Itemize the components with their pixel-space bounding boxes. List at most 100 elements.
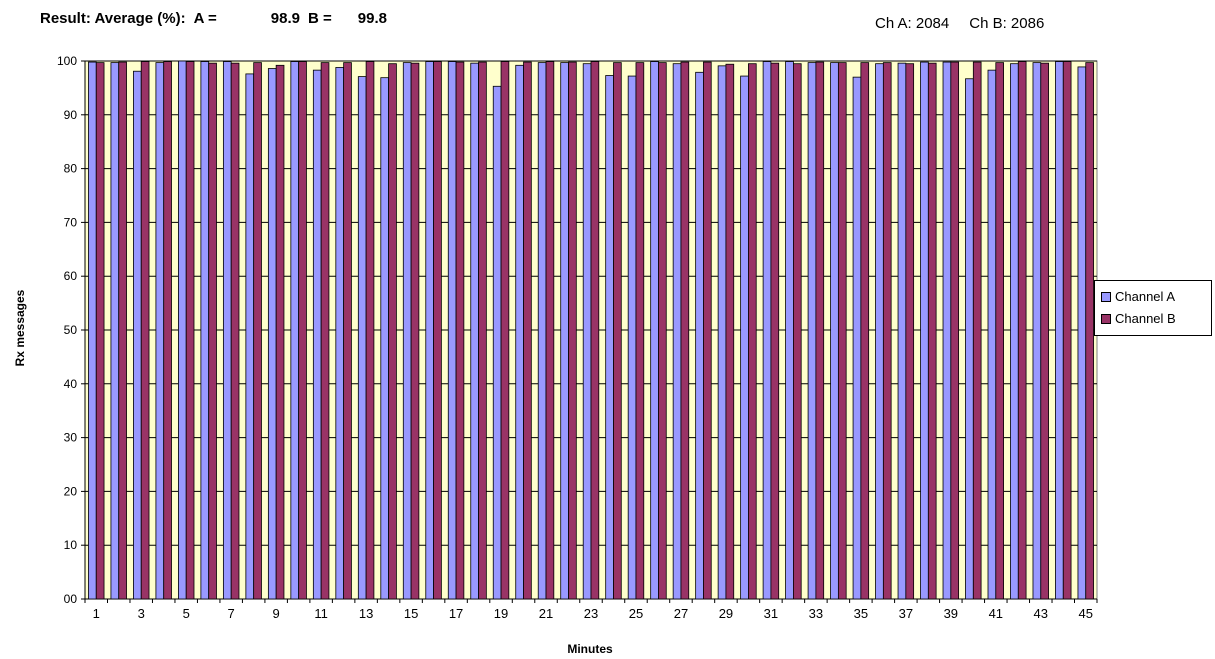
bar-channel-b-21 xyxy=(545,61,555,600)
bar-channel-b-8 xyxy=(253,62,262,600)
bar-channel-a-30 xyxy=(740,75,749,600)
legend-label-channel-a: Channel A xyxy=(1115,289,1175,304)
bar-channel-b-25 xyxy=(635,62,645,600)
bar-channel-a-29 xyxy=(717,65,727,600)
bar-channel-b-33 xyxy=(815,61,825,600)
x-tick-label: 33 xyxy=(809,606,823,621)
bar-channel-b-18 xyxy=(478,61,487,600)
x-tick-label: 21 xyxy=(539,606,553,621)
bar-channel-b-6 xyxy=(208,62,217,600)
bar-channel-a-40 xyxy=(965,78,974,600)
bar-channel-b-40 xyxy=(972,61,982,600)
y-tick-label: 70 xyxy=(64,215,78,229)
bar-channel-b-2 xyxy=(118,61,127,600)
bar-channel-a-3 xyxy=(133,70,142,600)
y-tick-label: 20 xyxy=(64,484,78,498)
bar-channel-a-31 xyxy=(762,61,772,600)
bar-channel-a-6 xyxy=(200,61,210,600)
bar-channel-b-3 xyxy=(140,61,150,600)
legend-label-channel-b: Channel B xyxy=(1115,311,1176,326)
bar-channel-b-24 xyxy=(613,62,622,600)
bar-channel-a-34 xyxy=(830,62,839,600)
y-tick-label: 10 xyxy=(64,538,78,552)
x-tick-label: 3 xyxy=(138,606,145,621)
bar-channel-b-10 xyxy=(298,61,307,600)
bar-channel-b-16 xyxy=(433,61,442,600)
x-tick-label: 29 xyxy=(719,606,733,621)
legend-item-channel-b: Channel B xyxy=(1101,311,1176,326)
bar-channel-b-30 xyxy=(748,63,757,600)
bar-channel-a-38 xyxy=(920,61,929,600)
bar-channel-b-34 xyxy=(837,62,847,600)
x-tick-label: 31 xyxy=(764,606,778,621)
legend-swatch-channel-b xyxy=(1101,313,1111,324)
result-line: Result: Average (%): A = 98.9 B = 99.8 xyxy=(40,10,387,27)
bar-channel-a-13 xyxy=(357,76,367,600)
x-tick-label: 9 xyxy=(273,606,280,621)
bar-channel-a-17 xyxy=(447,61,457,600)
a-average-value: 98.9 xyxy=(270,10,300,27)
x-tick-label: 25 xyxy=(629,606,643,621)
bar-channel-b-44 xyxy=(1062,61,1072,600)
bar-channel-b-11 xyxy=(320,62,330,600)
bar-channel-a-19 xyxy=(492,85,502,600)
bar-channel-b-36 xyxy=(882,62,892,600)
result-label: Result: Average (%): xyxy=(40,10,186,27)
bar-channel-b-14 xyxy=(388,63,397,600)
x-tick-label: 41 xyxy=(989,606,1003,621)
bar-channel-a-18 xyxy=(470,62,479,600)
bar-channel-b-42 xyxy=(1017,61,1027,600)
x-tick-label: 1 xyxy=(93,606,100,621)
x-tick-label: 15 xyxy=(404,606,418,621)
bar-channel-b-31 xyxy=(770,62,780,600)
channel-counts: Ch A: 2084 Ch B: 2086 xyxy=(875,15,1044,32)
bar-channel-b-19 xyxy=(500,61,510,600)
legend-swatch-channel-a xyxy=(1101,291,1111,302)
x-tick-label: 39 xyxy=(944,606,958,621)
bar-channel-a-41 xyxy=(987,69,997,600)
bar-channel-b-9 xyxy=(275,64,285,600)
bar-channel-b-29 xyxy=(725,63,735,600)
bar-channel-b-5 xyxy=(185,61,195,600)
bar-channel-a-27 xyxy=(672,63,682,600)
x-tick-label: 11 xyxy=(314,606,328,621)
x-tick-label: 19 xyxy=(494,606,508,621)
bar-channel-a-21 xyxy=(537,62,547,600)
bar-channel-b-15 xyxy=(410,62,420,600)
bar-channel-a-20 xyxy=(515,64,524,600)
bar-channel-b-39 xyxy=(950,61,960,600)
bar-channel-a-11 xyxy=(312,69,322,600)
bar-channel-b-43 xyxy=(1040,62,1049,600)
y-tick-label: 50 xyxy=(64,323,78,337)
bar-channel-a-28 xyxy=(695,71,704,600)
bar-channel-a-42 xyxy=(1010,63,1019,600)
bar-channel-b-1 xyxy=(95,62,105,600)
bar-channel-b-27 xyxy=(680,61,690,600)
y-tick-label: 90 xyxy=(64,108,78,122)
bar-channel-a-12 xyxy=(335,67,345,600)
bar-channel-b-28 xyxy=(703,61,712,600)
x-tick-label: 43 xyxy=(1034,606,1048,621)
bar-channel-b-35 xyxy=(860,62,870,600)
x-tick-label: 23 xyxy=(584,606,598,621)
y-tick-label: 60 xyxy=(64,269,78,283)
bar-channel-a-15 xyxy=(402,62,412,600)
x-tick-label: 5 xyxy=(183,606,190,621)
bar-channel-a-5 xyxy=(177,60,187,600)
b-label: B = xyxy=(308,10,332,27)
y-tick-label: 40 xyxy=(64,377,78,391)
bar-channel-b-26 xyxy=(658,62,667,600)
y-tick-label: 80 xyxy=(64,162,78,176)
bar-channel-a-2 xyxy=(110,62,120,600)
bar-channel-a-9 xyxy=(267,68,277,600)
x-tick-label: 37 xyxy=(899,606,913,621)
bar-channel-b-7 xyxy=(230,62,240,600)
ch-a-count: Ch A: 2084 xyxy=(875,15,950,32)
bar-channel-a-16 xyxy=(425,61,434,600)
x-axis-title: Minutes xyxy=(567,642,613,656)
bar-channel-b-22 xyxy=(568,61,577,600)
bar-channel-b-23 xyxy=(590,61,600,600)
bar-channel-a-32 xyxy=(785,61,794,600)
bar-channel-b-13 xyxy=(365,61,375,600)
bar-channel-b-20 xyxy=(523,61,532,600)
